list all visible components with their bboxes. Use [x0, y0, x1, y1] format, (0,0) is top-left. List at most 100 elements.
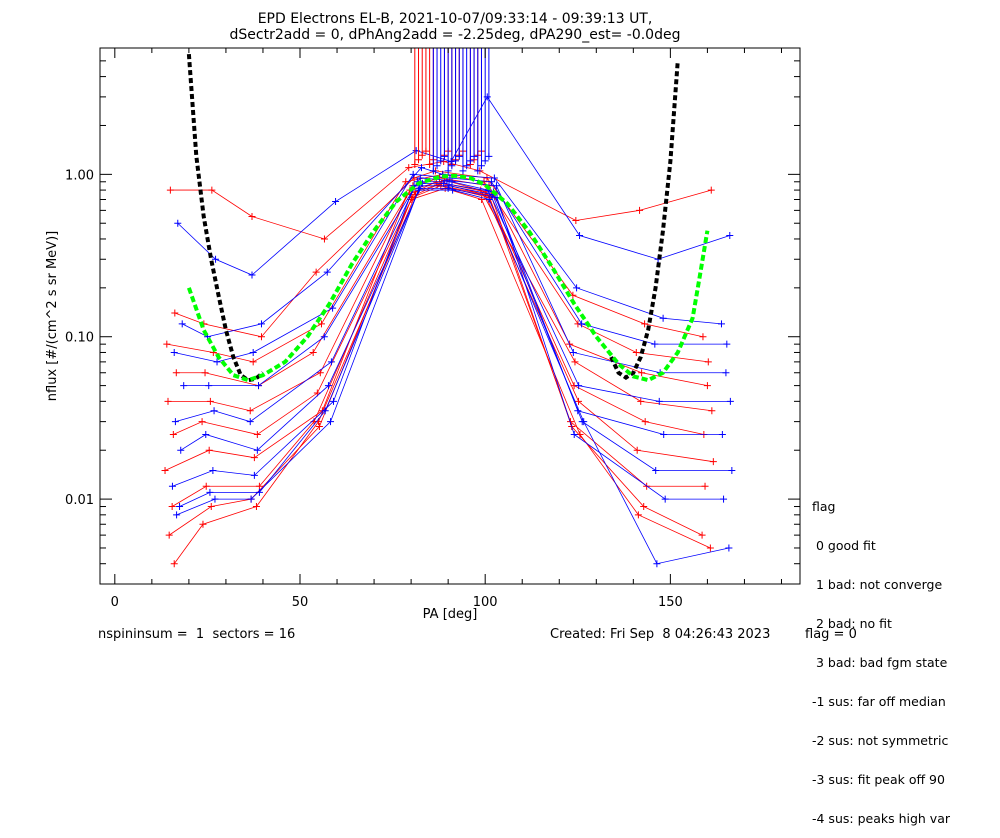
- data-point: [641, 418, 649, 426]
- data-point: [205, 382, 213, 390]
- plot-frame: [99, 47, 801, 585]
- x-tick-label: 100: [473, 595, 498, 610]
- data-point: [433, 181, 441, 189]
- data-point: [447, 157, 455, 165]
- data-point: [661, 495, 669, 503]
- data-point: [448, 162, 456, 170]
- data-point: [578, 320, 586, 328]
- data-point: [201, 369, 209, 377]
- data-point: [171, 309, 179, 317]
- data-point: [207, 503, 215, 511]
- flag-legend-entry: 1 bad: not converge: [812, 577, 943, 592]
- data-point: [706, 544, 714, 552]
- data-point: [708, 407, 716, 415]
- data-point: [255, 482, 263, 490]
- data-point: [632, 348, 640, 356]
- data-point: [176, 503, 184, 511]
- series-line: [180, 182, 723, 451]
- y-tick-label: 1.00: [65, 168, 94, 183]
- data-point: [707, 186, 715, 194]
- data-point: [246, 407, 254, 415]
- flag-legend-entry: -3 sus: fit peak off 90: [812, 772, 945, 787]
- data-point: [477, 162, 485, 170]
- data-point: [569, 348, 577, 356]
- data-point: [487, 178, 495, 186]
- x-tick-label: 0: [111, 595, 119, 610]
- data-point: [718, 430, 726, 438]
- data-point: [170, 348, 178, 356]
- x-tick-label: 150: [658, 595, 683, 610]
- data-point: [409, 170, 417, 178]
- data-point: [212, 255, 220, 263]
- data-point: [655, 397, 663, 405]
- data-point: [634, 511, 642, 519]
- data-point: [257, 320, 265, 328]
- data-point: [444, 184, 452, 192]
- data-point: [653, 560, 661, 568]
- data-point: [426, 160, 434, 168]
- data-point: [250, 471, 258, 479]
- data-point: [573, 284, 581, 292]
- data-point: [320, 333, 328, 341]
- data-point: [470, 152, 478, 160]
- series-line: [177, 96, 730, 276]
- series-line: [171, 185, 706, 507]
- data-point: [652, 467, 660, 475]
- data-point: [723, 340, 731, 348]
- data-point: [329, 397, 337, 405]
- data-point: [253, 430, 261, 438]
- series-line: [175, 181, 731, 423]
- series-line: [174, 170, 704, 338]
- data-point: [698, 531, 706, 539]
- chart: EPD Electrons EL-B, 2021-10-07/09:33:14 …: [45, 11, 801, 622]
- data-point: [161, 467, 169, 475]
- data-point: [485, 196, 493, 204]
- data-point: [249, 348, 257, 356]
- data-point: [168, 482, 176, 490]
- data-point: [327, 358, 335, 366]
- data-point: [575, 397, 583, 405]
- footer-flag: flag = 0: [805, 627, 857, 642]
- x-tick-label: 50: [292, 595, 309, 610]
- data-point: [474, 167, 482, 175]
- data-point: [415, 184, 423, 192]
- data-point: [248, 213, 256, 221]
- data-point: [202, 430, 210, 438]
- data-point: [213, 358, 221, 366]
- data-point: [641, 320, 649, 328]
- series-line: [170, 161, 712, 240]
- series-line: [173, 181, 704, 435]
- data-point: [726, 397, 734, 405]
- data-point: [444, 167, 452, 175]
- data-point: [437, 157, 445, 165]
- data-point: [422, 147, 430, 155]
- data-point: [332, 198, 340, 206]
- data-point: [415, 186, 423, 194]
- data-point: [415, 156, 423, 164]
- data-point: [704, 358, 712, 366]
- data-point: [180, 382, 188, 390]
- data-point: [248, 271, 256, 279]
- data-point: [209, 467, 217, 475]
- flag-legend-entry: 0 good fit: [812, 538, 876, 553]
- data-point: [165, 531, 173, 539]
- data-point: [166, 186, 174, 194]
- data-point: [459, 167, 467, 175]
- data-point: [572, 216, 580, 224]
- data-point: [440, 152, 448, 160]
- data-point: [247, 495, 255, 503]
- data-point: [728, 467, 736, 475]
- data-point: [699, 333, 707, 341]
- data-point: [206, 397, 214, 405]
- data-point: [249, 358, 257, 366]
- data-point: [636, 206, 644, 214]
- chart-title-line1: EPD Electrons EL-B, 2021-10-07/09:33:14 …: [258, 11, 653, 27]
- data-point: [206, 488, 214, 496]
- data-point: [726, 232, 734, 240]
- data-point: [163, 340, 171, 348]
- data-point: [722, 369, 730, 377]
- data-point: [725, 544, 733, 552]
- data-point: [633, 446, 641, 454]
- data-point: [717, 320, 725, 328]
- data-point: [246, 418, 254, 426]
